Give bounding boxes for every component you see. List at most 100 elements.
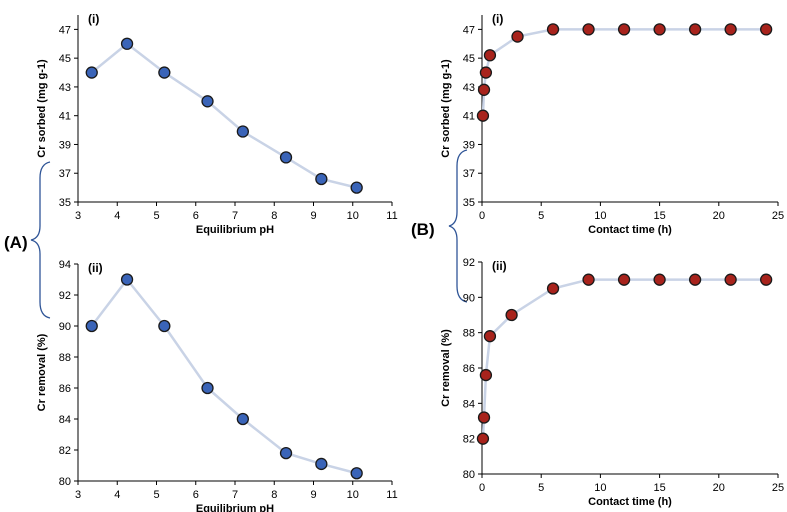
chart-b-ii-data-point	[724, 273, 737, 286]
chart-b-i-y-tick-label: 35	[463, 197, 475, 209]
chart-b-ii-data-point	[483, 330, 497, 343]
chart-a-ii-series-line	[90, 277, 357, 475]
chart-b-ii-x-tick-label: 10	[594, 482, 606, 494]
chart-b-i-y-tick-label: 41	[463, 111, 475, 123]
chart-a-ii-data-point	[315, 457, 328, 471]
chart-a-i-y-axis-title: Cr sorbed (mg g-1)	[36, 59, 48, 158]
chart-b-ii-data-point	[505, 308, 518, 322]
chart-a-ii-y-axis-title: Cr removal (%)	[36, 333, 48, 411]
chart-a-i-series-line	[90, 42, 357, 189]
chart-a-ii-x-axis-title: Equilibrium pH	[196, 503, 274, 512]
chart-b-ii-data-point	[476, 432, 490, 445]
chart-a-ii-y-tick-label: 94	[59, 259, 71, 271]
chart-a-ii-data-point	[85, 319, 98, 333]
chart-b-ii-y-tick-label: 84	[463, 398, 475, 410]
chart-b-i-data-point	[477, 83, 491, 96]
chart-a-ii-x-tick-label: 6	[193, 489, 199, 501]
chart-b-i-x-tick-label: 0	[479, 210, 485, 222]
chart-a-ii-x-tick-label: 7	[232, 489, 238, 501]
chart-b-i-y-tick-label: 45	[463, 53, 475, 65]
chart-a-i-data-point	[158, 66, 171, 79]
chart-b-i-data-point	[724, 23, 737, 36]
chart-b-i-x-tick-label: 10	[594, 210, 606, 222]
chart-a-i-x-tick-label: 4	[114, 210, 120, 222]
chart-a-i-data-point	[120, 37, 134, 50]
chart-b-ii-x-tick-label: 0	[479, 482, 485, 494]
chart-a-i-data-point	[315, 172, 328, 186]
chart-b-i-data-point	[617, 23, 631, 36]
chart-a-i-data-point	[201, 95, 214, 108]
chart-b-ii-data-point	[546, 282, 560, 295]
chart-b-ii-data-point	[479, 368, 493, 382]
chart-a-ii-data-point	[350, 467, 363, 480]
chart-a-i-x-tick-label: 5	[153, 210, 159, 222]
chart-b-i-panel-label: (i)	[492, 12, 503, 26]
chart-a-i-y-tick-label: 45	[59, 53, 71, 65]
chart-a-i-y-tick-label: 41	[59, 111, 71, 123]
chart-a-i-data-point	[350, 181, 363, 194]
chart-a-i-x-tick-label: 11	[386, 210, 397, 222]
chart-b-i-y-axis-title: Cr sorbed (mg g-1)	[440, 59, 452, 158]
chart-b-ii-x-tick-label: 25	[772, 482, 784, 494]
chart-b-i-data-point	[483, 49, 497, 62]
chart-a-ii-y-tick-label: 88	[59, 352, 71, 364]
chart-a-i-x-axis-title: Equilibrium pH	[196, 224, 274, 236]
chart-a-i-y-tick-label: 47	[59, 24, 71, 36]
chart-b-ii-data-point	[477, 411, 491, 424]
chart-a-ii-y-tick-label: 86	[59, 383, 71, 395]
chart-panel-b-i: 0 5 10 15 20 25 35 37 39 41 43 45 47 Contact time (h)…	[440, 12, 784, 236]
chart-a-i-y-tick-label: 39	[59, 139, 71, 151]
chart-a-i-x-tick-label: 6	[193, 210, 199, 222]
chart-a-i-y-tick-label: 37	[59, 168, 71, 180]
chart-b-ii-y-tick-label: 82	[463, 434, 475, 446]
chart-a-i-data-point	[236, 125, 250, 138]
chart-b-i-x-tick-label: 15	[653, 210, 665, 222]
chart-b-ii-y-tick-label: 92	[463, 257, 475, 269]
chart-a-ii-y-tick-label: 80	[59, 476, 71, 488]
chart-a-ii-y-tick-label: 92	[59, 290, 71, 302]
chart-b-ii-y-tick-label: 90	[463, 292, 475, 304]
chart-b-i-x-tick-label: 20	[713, 210, 725, 222]
chart-b-ii-y-tick-label: 86	[463, 363, 475, 375]
chart-b-i-y-tick-label: 39	[463, 139, 475, 151]
chart-b-ii-x-axis-title: Contact time (h)	[588, 496, 672, 508]
chart-a-ii-x-tick-label: 4	[114, 489, 120, 501]
chart-a-i-x-tick-label: 10	[347, 210, 359, 222]
chart-a-ii-x-tick-label: 11	[386, 489, 397, 501]
chart-a-i-x-tick-label: 9	[310, 210, 316, 222]
chart-b-ii-y-axis-title: Cr removal (%)	[440, 329, 452, 407]
chart-b-i-x-axis-title: Contact time (h)	[588, 224, 672, 236]
chart-b-ii-data-point	[617, 273, 631, 286]
chart-a-ii-x-tick-label: 9	[310, 489, 316, 501]
chart-b-ii-series-line	[481, 278, 767, 439]
chart-a-ii-y-tick-label: 90	[59, 321, 71, 333]
chart-b-i-data-point	[653, 23, 666, 36]
chart-b-ii-y-tick-label: 80	[463, 469, 475, 481]
chart-a-i-data-point	[85, 66, 98, 79]
group-label-b: (B)	[411, 220, 435, 239]
chart-b-ii-y-tick-label: 88	[463, 328, 475, 340]
chart-b-i-series-line	[481, 28, 767, 116]
brace-a	[30, 161, 51, 319]
chart-a-ii-data-point	[279, 446, 293, 460]
chart-b-i-x-tick-label: 25	[772, 210, 784, 222]
chart-b-ii-x-tick-label: 15	[653, 482, 665, 494]
chart-b-ii-data-point	[653, 273, 666, 286]
chart-b-i-data-point	[582, 23, 595, 36]
chart-a-i-x-tick-label: 7	[232, 210, 238, 222]
chart-b-ii-x-tick-label: 5	[538, 482, 544, 494]
chart-a-i-y-tick-label: 35	[59, 197, 71, 209]
chart-b-i-data-point	[760, 23, 773, 36]
chart-a-ii-y-tick-label: 84	[59, 414, 71, 426]
chart-a-ii-data-point	[120, 273, 134, 286]
group-label-a: (A)	[4, 233, 28, 252]
chart-a-ii-x-tick-label: 8	[271, 489, 277, 501]
chart-a-ii-x-tick-label: 5	[153, 489, 159, 501]
chart-b-i-y-tick-label: 47	[463, 24, 475, 36]
chart-b-ii-data-point	[688, 273, 702, 286]
chart-b-i-data-point	[479, 66, 493, 79]
chart-a-i-x-tick-label: 8	[271, 210, 277, 222]
chart-b-ii-data-point	[582, 273, 595, 286]
